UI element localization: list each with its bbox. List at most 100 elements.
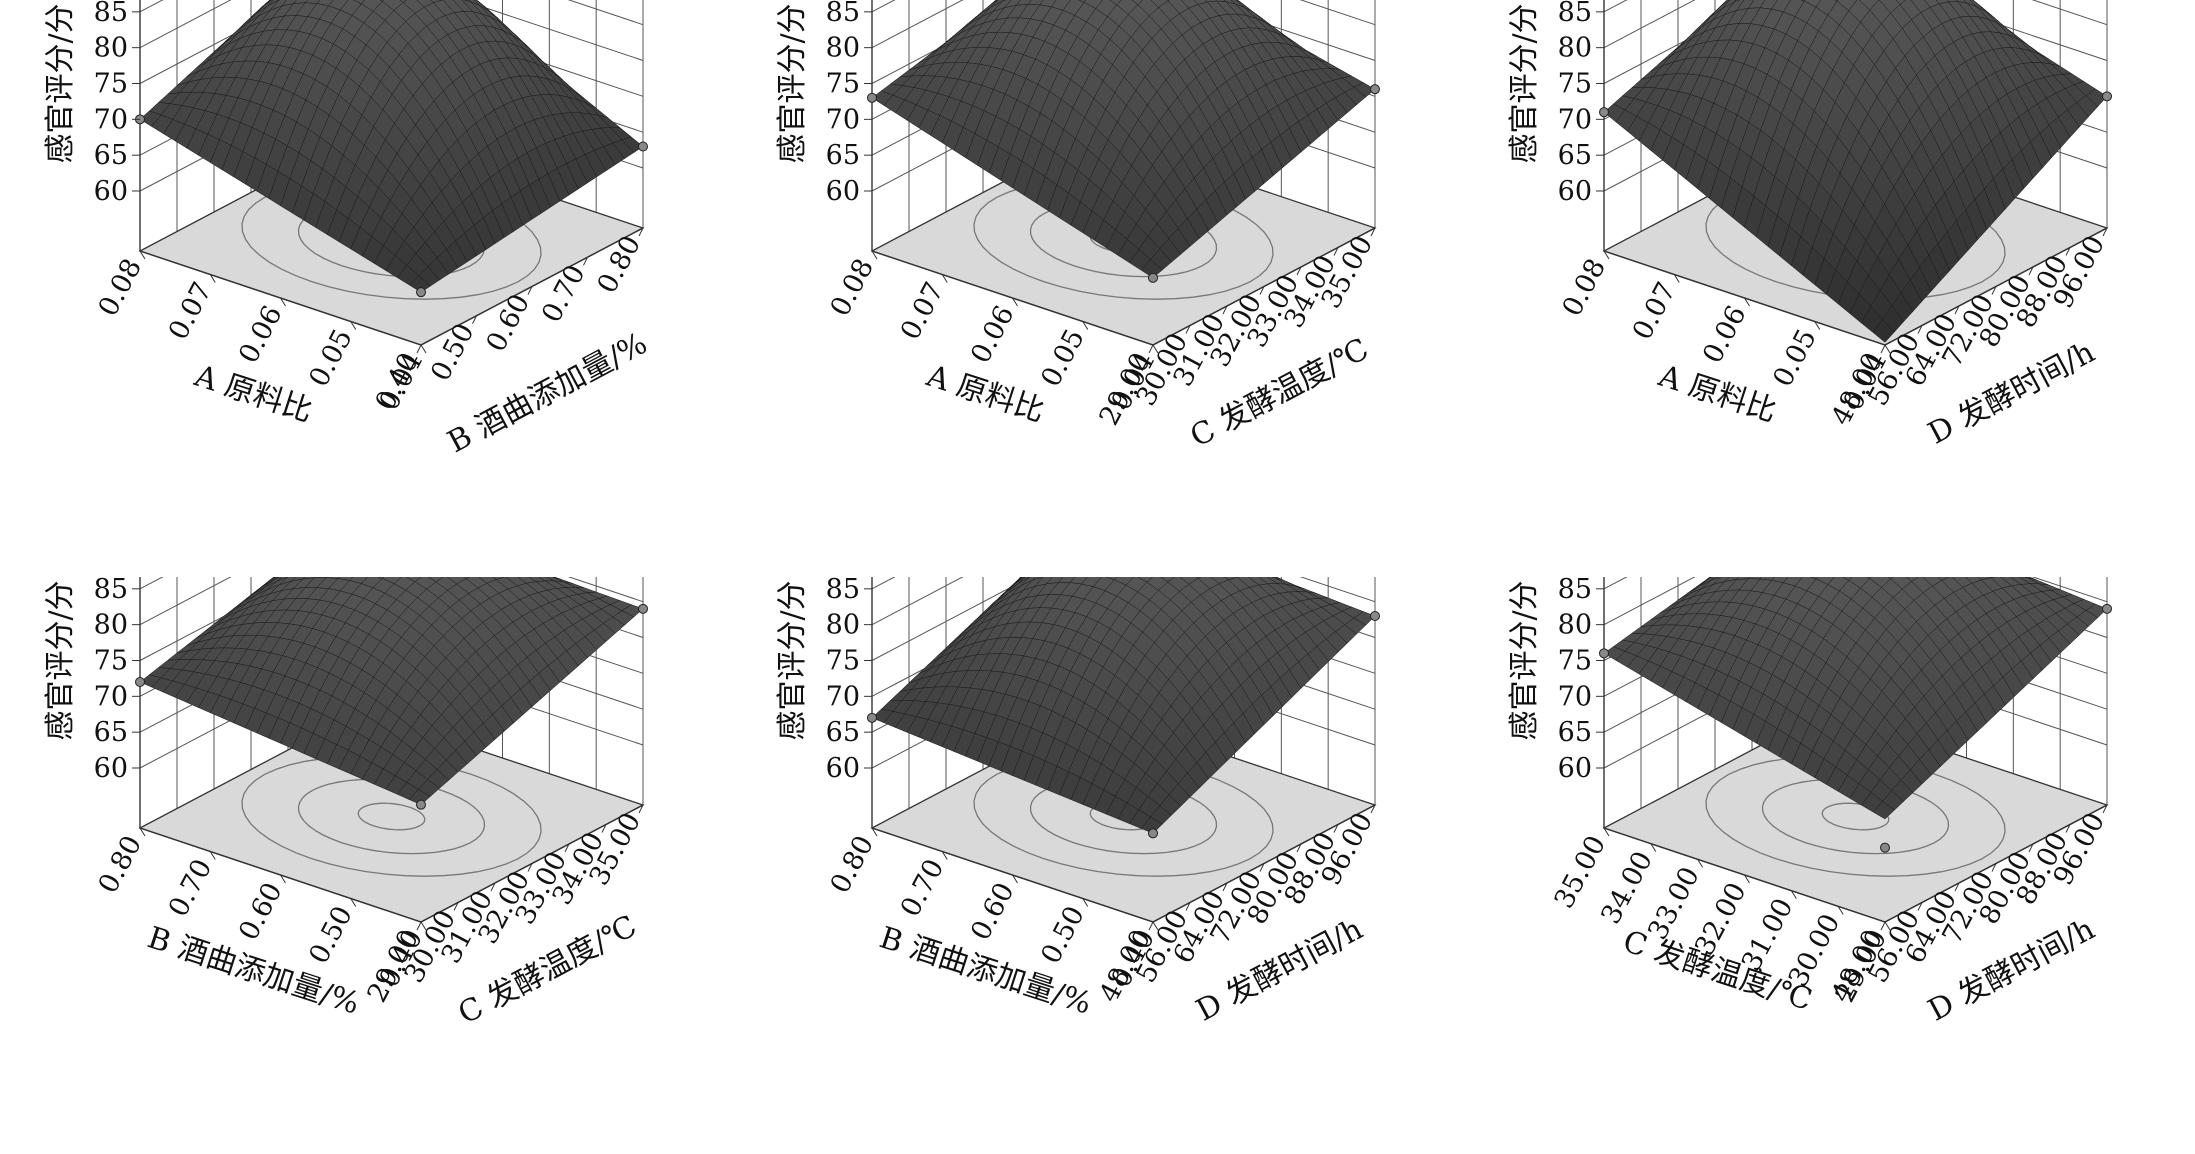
surface-plot-1: 60657075808590感官评分/分0.040.050.060.070.08… <box>43 0 653 460</box>
z-tick-label: 80 <box>1558 33 1592 64</box>
x-axis-label: A 原料比 <box>189 358 316 429</box>
z-tick-label: 75 <box>94 646 128 677</box>
z-tick-label: 85 <box>94 577 128 605</box>
x-tick-label: 0.06 <box>1697 301 1753 369</box>
z-tick-label: 75 <box>826 646 860 677</box>
design-point <box>1370 84 1380 95</box>
z-tick-label: 70 <box>94 104 128 135</box>
z-tick-label: 80 <box>94 33 128 64</box>
response-surface <box>871 577 1376 834</box>
response-surface <box>1603 0 2108 343</box>
z-axis: 60657075808590感官评分/分 <box>1507 0 1604 207</box>
design-point <box>1370 611 1380 621</box>
design-point <box>638 603 648 614</box>
y-axis-label: B 酒曲添加量/% <box>442 326 653 460</box>
x-tick-label: 0.60 <box>965 878 1021 946</box>
design-point <box>2102 603 2112 614</box>
x-tick-label: 0.70 <box>895 854 951 922</box>
x-tick-label: 0.08 <box>1557 254 1613 322</box>
design-point <box>1599 107 1609 118</box>
z-tick-label: 70 <box>1558 104 1592 135</box>
x-tick-label: 0.08 <box>825 254 881 322</box>
z-tick-label: 85 <box>826 0 860 28</box>
z-tick-label: 60 <box>1558 753 1592 784</box>
design-point <box>2102 91 2112 102</box>
design-points <box>1599 603 2112 853</box>
z-tick-label: 65 <box>1558 140 1592 171</box>
z-axis: 60657075808590感官评分/分 <box>43 0 140 207</box>
z-tick-label: 60 <box>94 753 128 784</box>
z-axis: 60657075808590感官评分/分 <box>775 0 872 207</box>
z-axis-label: 感官评分/分 <box>775 3 810 163</box>
surface-plot-2: 60657075808590感官评分/分0.040.050.060.070.08… <box>775 0 1380 455</box>
z-axis: 60657075808590感官评分/分 <box>1507 577 1604 784</box>
z-tick-label: 70 <box>826 681 860 712</box>
x-axis-label: A 原料比 <box>1653 358 1780 429</box>
design-point <box>135 677 145 687</box>
z-tick-label: 75 <box>826 69 860 100</box>
z-tick-label: 70 <box>826 104 860 135</box>
response-surface <box>871 0 1376 279</box>
design-points <box>1599 91 2112 118</box>
design-point <box>1148 828 1158 839</box>
x-tick-label: 0.06 <box>233 301 289 369</box>
x-tick-label: 0.80 <box>93 831 149 899</box>
x-axis-label: A 原料比 <box>921 358 1048 429</box>
z-tick-label: 75 <box>1558 69 1592 100</box>
z-tick-label: 60 <box>1558 176 1592 207</box>
surface-plot-3: 60657075808590感官评分/分0.040.050.060.070.08… <box>1507 0 2112 452</box>
design-point <box>867 92 877 103</box>
x-tick-label: 0.07 <box>895 277 951 345</box>
z-tick-label: 85 <box>1558 0 1592 28</box>
response-surface <box>139 0 644 293</box>
x-tick-label: 0.60 <box>233 878 289 946</box>
z-tick-label: 80 <box>826 33 860 64</box>
z-axis: 60657075808590感官评分/分 <box>775 577 872 784</box>
z-tick-label: 70 <box>94 681 128 712</box>
z-tick-label: 60 <box>826 753 860 784</box>
x-tick-label: 0.05 <box>303 324 359 392</box>
response-surface <box>139 577 644 805</box>
design-points <box>135 603 648 810</box>
surface-plot-4: 60657075808590感官评分/分0.400.500.600.700.80… <box>43 577 648 1032</box>
design-point <box>1880 842 1890 853</box>
x-tick-label: 0.80 <box>825 831 881 899</box>
z-tick-label: 85 <box>1558 577 1592 605</box>
design-point <box>1599 648 1609 659</box>
z-tick-label: 80 <box>826 610 860 641</box>
z-axis-label: 感官评分/分 <box>1507 3 1542 163</box>
design-point <box>1148 272 1158 283</box>
x-tick-label: 0.07 <box>163 277 219 345</box>
design-point <box>416 287 426 298</box>
z-tick-label: 65 <box>94 717 128 748</box>
x-tick-label: 0.06 <box>965 301 1021 369</box>
z-tick-label: 75 <box>1558 646 1592 677</box>
z-tick-label: 65 <box>1558 717 1592 748</box>
z-tick-label: 70 <box>1558 681 1592 712</box>
z-tick-label: 65 <box>94 140 128 171</box>
x-tick-label: 0.05 <box>1035 324 1091 392</box>
design-point <box>638 141 648 152</box>
design-point <box>416 799 426 810</box>
surface-plot-6: 60657075808590感官评分/分29.0030.0031.0032.00… <box>1507 577 2112 1029</box>
z-tick-label: 65 <box>826 717 860 748</box>
z-tick-label: 75 <box>94 69 128 100</box>
design-points <box>867 611 1380 839</box>
z-tick-label: 80 <box>94 610 128 641</box>
z-axis: 60657075808590感官评分/分 <box>43 577 140 784</box>
x-tick-label: 0.70 <box>163 854 219 922</box>
x-tick-label: 0.50 <box>1035 901 1091 969</box>
z-axis-label: 感官评分/分 <box>43 580 78 740</box>
surface-plot-5: 60657075808590感官评分/分0.400.500.600.700.80… <box>775 577 1380 1029</box>
z-axis-label: 感官评分/分 <box>1507 580 1542 740</box>
x-tick-label: 0.05 <box>1767 324 1823 392</box>
z-tick-label: 65 <box>826 140 860 171</box>
z-tick-label: 60 <box>826 176 860 207</box>
design-points <box>867 84 1380 283</box>
x-tick-label: 0.50 <box>303 901 359 969</box>
response-surface <box>1603 577 2108 820</box>
design-point <box>867 712 877 723</box>
z-axis-label: 感官评分/分 <box>43 3 78 163</box>
z-tick-label: 85 <box>94 0 128 28</box>
